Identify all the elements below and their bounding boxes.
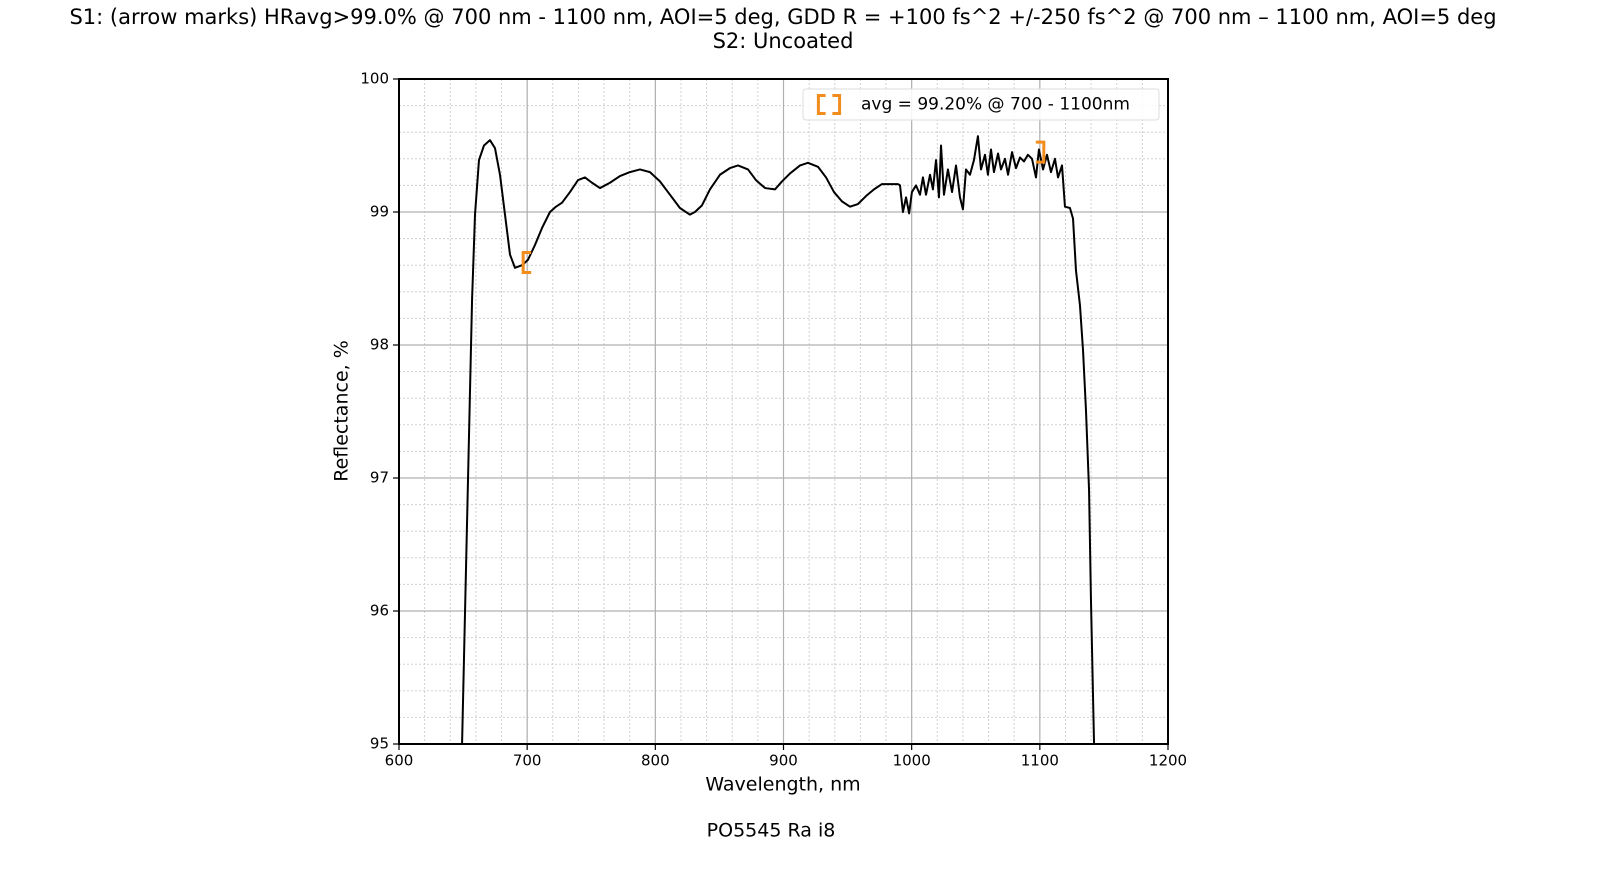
legend-box: [802, 88, 1160, 121]
legend-label: avg = 99.20% @ 700 - 1100nm: [861, 95, 1130, 115]
y-tick-label: 99: [370, 203, 389, 221]
x-tick-label: 800: [641, 752, 670, 770]
x-tick-label: 700: [513, 752, 542, 770]
bracket-marker: [1035, 140, 1046, 164]
x-tick-label: 1000: [893, 752, 931, 770]
x-axis-label: Wavelength, nm: [705, 774, 860, 796]
legend-marker: [816, 94, 826, 115]
x-tick-label: 1100: [1021, 752, 1059, 770]
y-tick-label: 97: [370, 469, 389, 487]
y-tick-label: 98: [370, 336, 389, 354]
x-tick-label: 1200: [1149, 752, 1187, 770]
legend-marker: [832, 94, 842, 115]
y-tick-label: 96: [370, 602, 389, 620]
data-line: [461, 135, 1096, 745]
chart-subtitle: S2: Uncoated: [713, 29, 854, 53]
x-tick-label: 600: [385, 752, 414, 770]
chart-title: S1: (arrow marks) HRavg>99.0% @ 700 nm -…: [69, 5, 1496, 29]
y-tick-label: 100: [360, 70, 389, 88]
y-axis-label: Reflectance, %: [331, 340, 353, 482]
bracket-marker: [521, 251, 532, 275]
x-tick-label: 900: [769, 752, 798, 770]
plot-frame: [398, 78, 1169, 745]
y-tick-label: 95: [370, 735, 389, 753]
footer: PO5545 Ra i8: [707, 820, 836, 842]
